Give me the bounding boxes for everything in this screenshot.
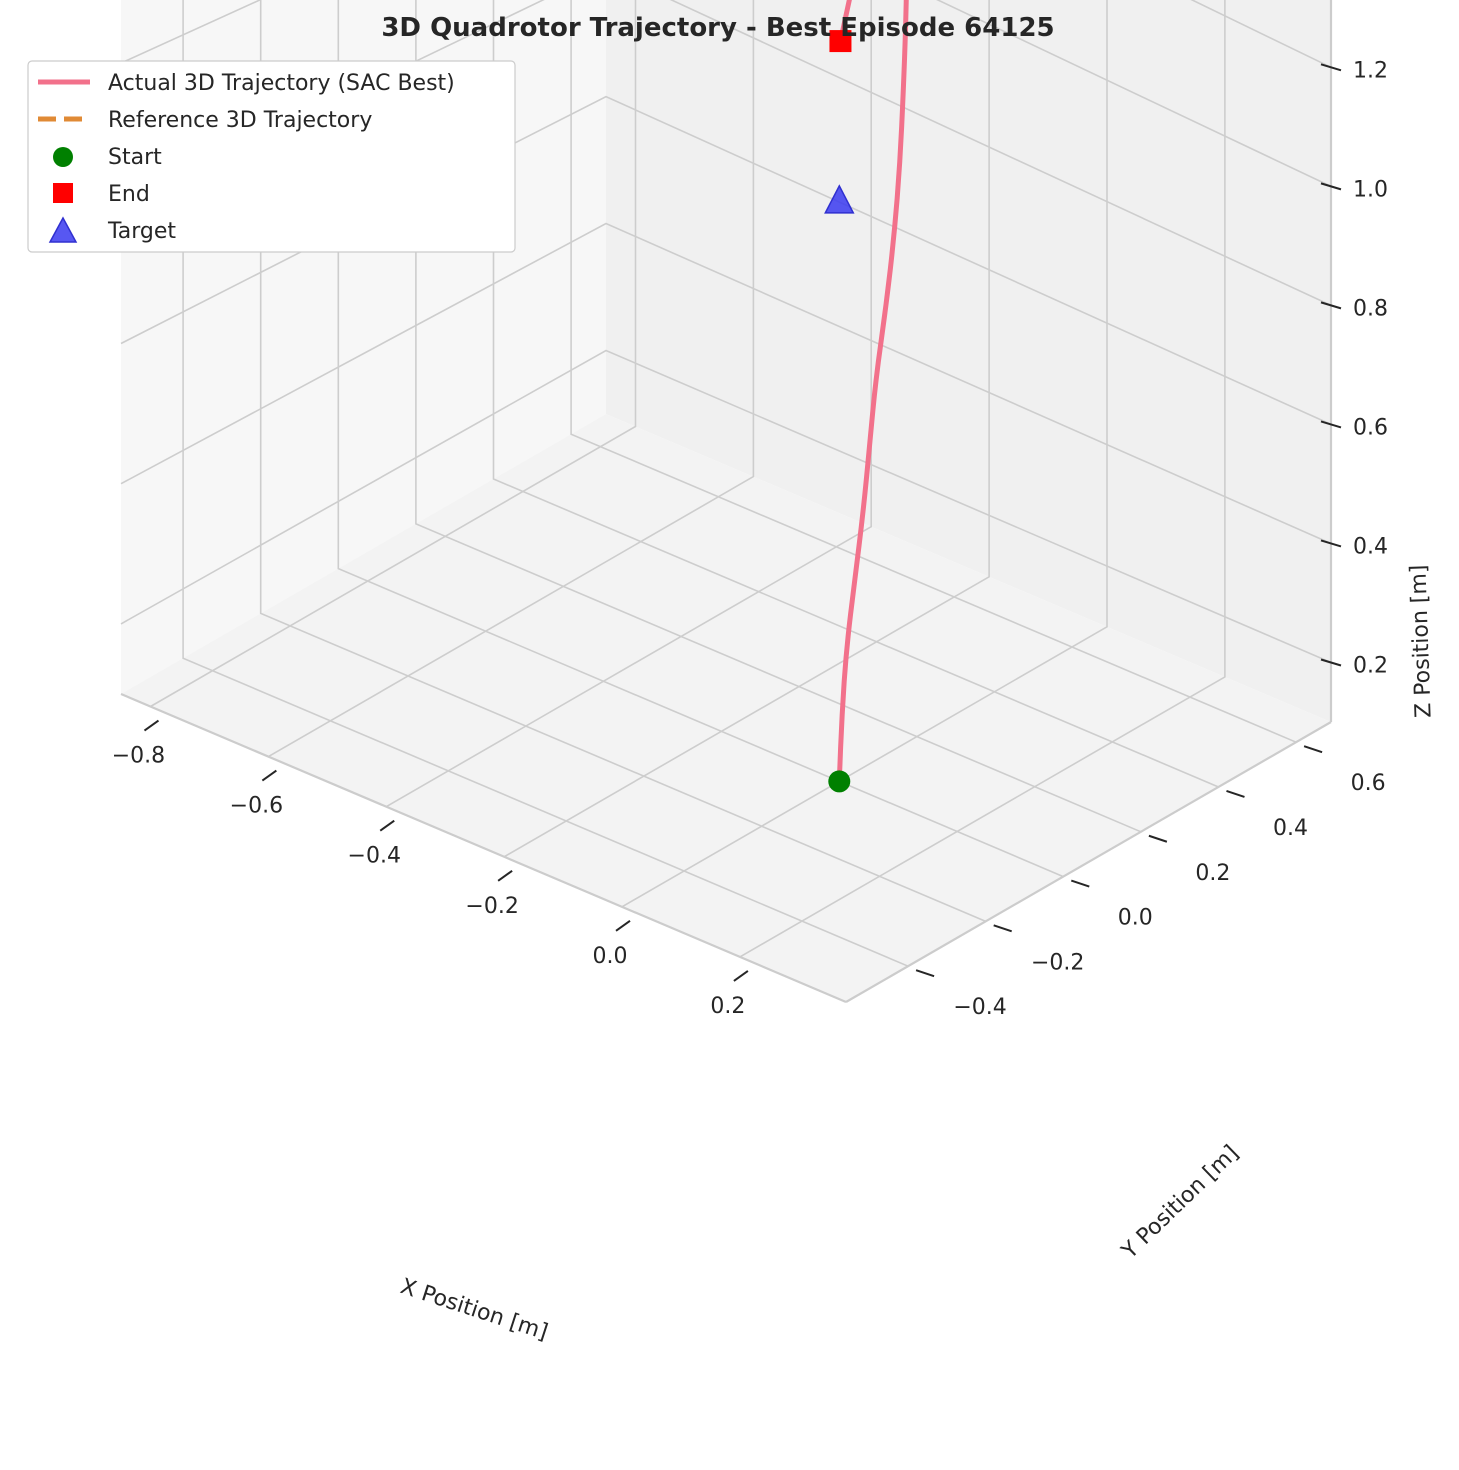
x-tick-1 <box>261 769 277 782</box>
x-grid-line-5 <box>739 0 1226 958</box>
y-tick-label-0: −0.4 <box>953 995 1006 1020</box>
x-tick-2 <box>379 819 395 832</box>
y-axis-label: Y Position [m] <box>1117 1141 1244 1265</box>
legend-swatch-end <box>53 183 73 203</box>
grid-lines <box>120 0 1332 967</box>
legend-label-start: Start <box>108 145 162 170</box>
legend-swatch-target <box>48 216 78 243</box>
y-tick-2 <box>1070 879 1090 888</box>
x-tick-label-4: 0.0 <box>593 944 628 969</box>
y-axis-line <box>845 721 1332 1003</box>
axis-lines <box>120 0 1333 1004</box>
x-tick-label-2: −0.4 <box>348 844 401 869</box>
legend-label-end: End <box>108 182 150 207</box>
y-grid-line-4 <box>492 0 1219 788</box>
y-grid-line-3 <box>415 0 1142 833</box>
z-tick-label-0: 0.2 <box>1353 653 1388 678</box>
marker-target <box>824 184 855 214</box>
tick-marks: −0.8 −0.6 −0.4 −0.2 0.0 0.2 −0.4 −0.2 0.0 0.2 0.4 0… <box>112 58 1388 1020</box>
x-grid-line-4 <box>621 0 1108 908</box>
y-tick-1 <box>993 924 1012 933</box>
x-grid-line-0 <box>150 0 637 708</box>
legend-label-target: Target <box>107 219 176 244</box>
z-tick-2 <box>1320 420 1342 429</box>
legend-swatch-start <box>53 147 73 167</box>
z-tick-3 <box>1320 301 1342 310</box>
chart-title: 3D Quadrotor Trajectory - Best Episode 6… <box>381 13 1054 43</box>
y-tick-label-3: 0.2 <box>1195 861 1230 886</box>
y-tick-3 <box>1148 834 1168 843</box>
z-tick-0 <box>1320 658 1342 667</box>
pane-floor <box>121 414 1331 1002</box>
z-tick-label-4: 1.0 <box>1353 177 1388 202</box>
x-tick-3 <box>497 869 513 882</box>
z-grid-line-4 <box>120 0 1332 188</box>
y-grid-line-5 <box>570 0 1297 743</box>
x-tick-label-5: 0.2 <box>710 994 745 1019</box>
legend-frame <box>27 60 516 253</box>
x-tick-label-0: −0.8 <box>112 744 165 769</box>
x-tick-5 <box>733 970 749 982</box>
x-axis-line <box>120 692 847 1004</box>
z-axis-label: Z Position [m] <box>1406 564 1436 718</box>
z-grid-line-1 <box>120 222 1332 545</box>
z-tick-4 <box>1320 182 1342 191</box>
z-tick-label-2: 0.6 <box>1353 415 1388 440</box>
z-tick-label-3: 0.8 <box>1353 296 1388 321</box>
y-tick-label-2: 0.0 <box>1118 906 1153 931</box>
z-grid-line-0 <box>120 349 1332 664</box>
x-grid-line-1 <box>268 0 755 758</box>
x-grid-line-2 <box>385 0 873 808</box>
y-tick-label-5: 0.6 <box>1351 771 1386 796</box>
y-tick-4 <box>1226 790 1245 798</box>
x-axis-label: X Position [m] <box>397 1274 551 1345</box>
data-layer <box>824 0 909 793</box>
series-line-0 <box>836 0 909 784</box>
y-grid-line-2 <box>337 0 1064 878</box>
x-tick-label-1: −0.6 <box>230 794 283 819</box>
z-grid-line-2 <box>120 95 1332 426</box>
marker-start <box>828 770 851 793</box>
y-tick-label-1: −0.2 <box>1031 950 1084 975</box>
x-tick-0 <box>143 719 160 732</box>
x-tick-4 <box>615 920 631 932</box>
legend-label-reference: Reference 3D Trajectory <box>108 108 372 133</box>
legend-label-actual: Actual 3D Trajectory (SAC Best) <box>108 71 455 96</box>
z-tick-1 <box>1320 539 1342 548</box>
z-tick-label-1: 0.4 <box>1353 534 1388 559</box>
z-tick-5 <box>1320 63 1342 72</box>
y-tick-label-4: 0.4 <box>1273 816 1308 841</box>
marker-end <box>829 30 852 53</box>
z-tick-label-5: 1.2 <box>1353 58 1388 83</box>
y-tick-0 <box>915 969 935 978</box>
pane-back-wall <box>606 0 1331 722</box>
legend: Actual 3D Trajectory (SAC Best) Referenc… <box>27 60 516 253</box>
y-grid-line-1 <box>259 0 987 923</box>
x-grid-line-3 <box>503 0 990 858</box>
x-tick-label-3: −0.2 <box>465 894 518 919</box>
y-tick-5 <box>1303 745 1323 754</box>
